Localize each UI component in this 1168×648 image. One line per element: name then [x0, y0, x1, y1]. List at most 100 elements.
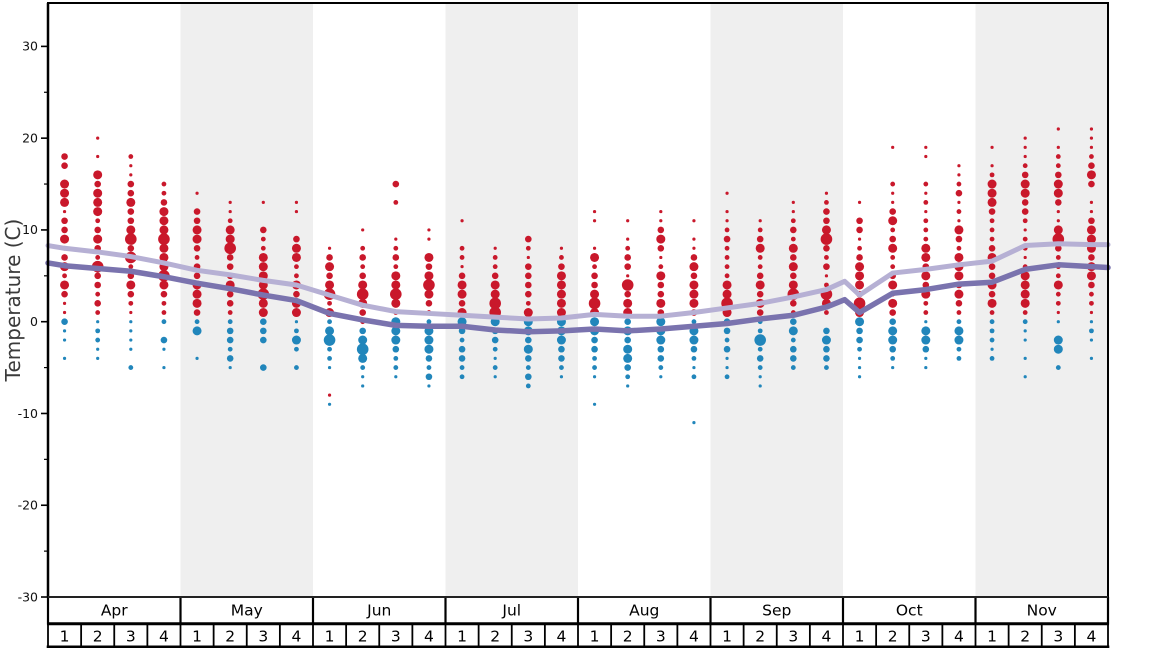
max-temp-dot: [558, 263, 565, 270]
max-temp-dot: [790, 226, 797, 234]
min-temp-dot: [459, 365, 465, 370]
min-temp-dot: [394, 375, 398, 379]
min-temp-dot: [1089, 356, 1094, 361]
max-temp-dot: [626, 237, 630, 241]
min-temp-dot: [788, 326, 798, 336]
max-temp-dot: [326, 272, 333, 280]
min-temp-dot: [989, 337, 995, 343]
max-temp-dot: [659, 219, 663, 223]
min-temp-dot: [359, 327, 366, 335]
max-temp-dot: [590, 252, 600, 262]
max-temp-dot: [325, 262, 335, 272]
max-temp-dot: [393, 199, 399, 205]
min-temp-dot: [128, 365, 134, 370]
max-temp-dot: [359, 309, 366, 316]
month-label-may: May: [231, 602, 263, 620]
min-temp-dot: [657, 355, 665, 362]
max-temp-dot: [923, 227, 929, 233]
max-temp-dot: [1055, 163, 1061, 169]
min-temp-dot: [427, 384, 431, 388]
max-temp-dot: [62, 273, 67, 279]
max-temp-dot: [192, 289, 202, 299]
max-temp-dot: [590, 289, 600, 299]
max-temp-dot: [93, 188, 103, 198]
max-temp-dot: [94, 180, 101, 188]
max-temp-dot: [226, 263, 234, 270]
max-temp-dot: [459, 255, 465, 260]
max-temp-dot: [228, 209, 232, 214]
max-temp-dot: [889, 235, 896, 243]
max-temp-dot: [790, 272, 797, 280]
max-temp-dot: [60, 197, 70, 207]
min-temp-dot: [160, 336, 168, 344]
max-temp-dot: [788, 280, 798, 290]
min-temp-dot: [459, 374, 465, 380]
max-temp-dot: [1055, 244, 1062, 252]
min-temp-dot: [358, 353, 368, 363]
min-temp-dot: [1023, 375, 1027, 379]
max-temp-dot: [60, 280, 70, 290]
max-temp-dot: [659, 209, 663, 214]
min-temp-dot: [458, 355, 466, 362]
min-temp-dot: [426, 319, 432, 325]
max-temp-dot: [427, 237, 431, 241]
min-temp-dot: [891, 365, 895, 370]
max-temp-dot: [956, 209, 962, 214]
week-label: 3: [921, 628, 931, 646]
max-temp-dot: [128, 264, 134, 270]
max-temp-dot: [957, 219, 961, 223]
min-temp-dot: [96, 347, 100, 351]
max-temp-dot: [392, 254, 400, 261]
min-temp-dot: [61, 318, 68, 326]
max-temp-dot: [989, 310, 995, 315]
max-temp-dot: [159, 207, 169, 217]
week-label: 3: [258, 628, 268, 646]
max-temp-dot: [192, 225, 202, 235]
max-temp-dot: [1053, 280, 1063, 290]
max-temp-dot: [127, 244, 135, 252]
min-temp-dot: [194, 319, 200, 325]
max-temp-dot: [161, 190, 167, 196]
min-temp-dot: [856, 336, 863, 344]
min-temp-dot: [129, 329, 133, 333]
max-temp-dot: [127, 189, 135, 197]
min-temp-dot: [327, 365, 332, 370]
max-temp-dot: [93, 234, 103, 244]
y-tick-label: -30: [18, 589, 38, 604]
min-temp-dot: [393, 365, 399, 370]
min-temp-dot: [260, 364, 267, 371]
min-temp-dot: [425, 355, 433, 362]
max-temp-dot: [957, 164, 961, 168]
min-temp-dot: [1023, 329, 1027, 333]
max-temp-dot: [61, 162, 68, 169]
max-temp-dot: [1023, 154, 1027, 159]
min-temp-dot: [790, 337, 796, 343]
max-temp-dot: [657, 281, 665, 289]
max-temp-dot: [226, 254, 234, 261]
max-temp-dot: [128, 154, 134, 159]
min-temp-dot: [790, 345, 797, 353]
max-temp-dot: [888, 280, 898, 290]
max-temp-dot: [556, 308, 566, 318]
min-temp-dot: [360, 365, 366, 370]
max-temp-dot: [192, 298, 202, 308]
max-temp-dot: [360, 264, 366, 270]
max-temp-dot: [855, 280, 865, 290]
max-temp-dot: [689, 289, 699, 299]
max-temp-dot: [857, 237, 862, 241]
max-temp-dot: [692, 246, 696, 250]
week-label: 3: [523, 628, 533, 646]
max-temp-dot: [1023, 145, 1027, 149]
max-temp-dot: [957, 200, 961, 204]
min-temp-dot: [689, 335, 699, 345]
max-temp-dot: [821, 225, 831, 235]
max-temp-dot: [1088, 254, 1095, 261]
min-temp-dot: [823, 345, 830, 353]
min-temp-dot: [62, 356, 67, 361]
min-temp-dot: [361, 384, 365, 388]
max-temp-dot: [526, 255, 530, 260]
max-temp-dot: [757, 255, 763, 260]
max-temp-dot: [987, 298, 997, 308]
max-temp-dot: [756, 309, 764, 316]
